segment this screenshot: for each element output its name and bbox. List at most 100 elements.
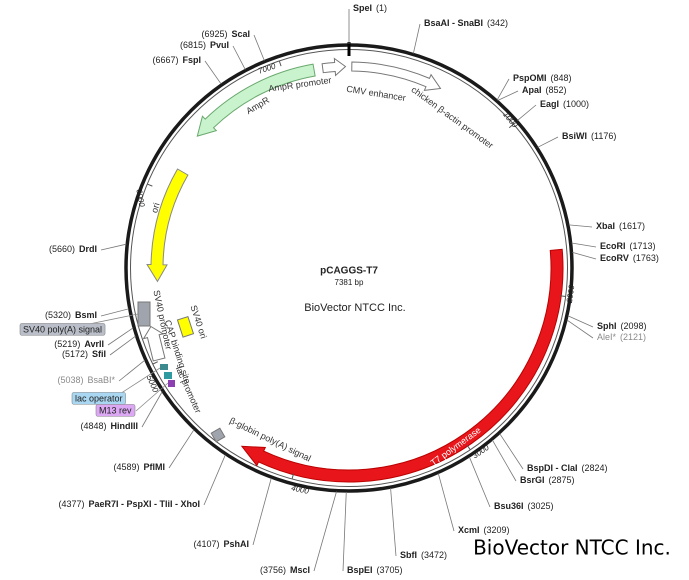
site-position: (848) [551, 73, 572, 83]
site-label: (5660) DrdI [49, 244, 97, 254]
site-position: (5172) [62, 349, 88, 359]
site-label: XcmI (3209) [458, 525, 510, 535]
site-position: (3705) [377, 565, 403, 575]
lac-promoter-mark [164, 372, 172, 379]
site-position: (3756) [260, 565, 286, 575]
watermark: BioVector NTCC Inc. [473, 536, 671, 560]
site-position: (6667) [152, 55, 178, 65]
site-leader [313, 491, 337, 572]
site-leader [499, 433, 524, 470]
company: BioVector NTCC Inc. [304, 302, 405, 314]
site-position: (1713) [630, 241, 656, 251]
site-position: (4589) [113, 462, 139, 472]
scale-tick [152, 361, 158, 365]
site-position: (1763) [633, 253, 659, 263]
site-name: EcoRV [600, 253, 629, 263]
site-name: ApaI [522, 85, 542, 95]
site-leader [203, 454, 226, 506]
site-label: (4107) PshAI [193, 539, 249, 549]
site-leader [204, 60, 222, 85]
site-label: (5320) BsmI [45, 310, 97, 320]
site-name: SfiI [92, 349, 106, 359]
site-label: (4848) HindIII [80, 421, 138, 431]
tag-box [95, 404, 136, 417]
site-name: EcoRI [600, 241, 626, 251]
tag-label: SV40 poly(A) signal [23, 324, 102, 334]
site-name: BsmI [75, 310, 97, 320]
site-position: (342) [487, 18, 508, 28]
site-position: (2121) [620, 332, 646, 342]
site-label: BsrGI (2875) [520, 475, 575, 485]
scale-tick [278, 60, 282, 67]
site-position: (1176) [591, 131, 616, 141]
scale-tick [466, 444, 471, 451]
site-leader [100, 308, 129, 317]
site-leader [568, 224, 593, 228]
sv40-ori-mark [176, 315, 195, 338]
scale-tick [508, 123, 514, 129]
site-label: BsaAI - SnaBI (342) [424, 18, 508, 28]
site-leader [253, 34, 265, 61]
sv40-promoter-arrow [142, 325, 166, 362]
site-position: (852) [546, 85, 567, 95]
site-position: (2824) [582, 463, 608, 473]
site-leader [572, 251, 597, 260]
site-label: BspEI (3705) [347, 565, 403, 575]
scale-tick [560, 295, 566, 298]
scale-tick [291, 473, 294, 480]
site-label: BsiWI (1176) [562, 131, 616, 141]
site-position: (3025) [528, 501, 554, 511]
site-leader [342, 491, 347, 572]
site-leader [141, 391, 163, 428]
site-label: (4589) PflMI [113, 462, 165, 472]
site-name: SphI [597, 321, 617, 331]
site-position: (4107) [193, 539, 219, 549]
scale-label: 5000 [145, 374, 161, 394]
ampr-arrow [196, 63, 316, 137]
site-leader [496, 78, 510, 101]
site-position: (1000) [563, 99, 589, 109]
scale-tick [147, 183, 153, 187]
site-leader [437, 473, 455, 532]
site-name: HindIII [111, 421, 139, 431]
site-name: AleI* [597, 332, 617, 342]
site-label: SpeI (1) [353, 3, 387, 13]
site-label: EcoRV (1763) [600, 253, 659, 263]
site-label: SbfI (3472) [400, 550, 447, 560]
site-name: EagI [540, 99, 559, 109]
site-leader [468, 456, 491, 508]
site-position: (5660) [49, 244, 75, 254]
site-label: ApaI (852) [522, 85, 567, 95]
scale-label: 6000 [134, 188, 146, 208]
scale-label: 2000 [565, 284, 577, 304]
cap-site-mark [160, 364, 168, 370]
site-name: ScaI [231, 29, 250, 39]
site-leader [107, 327, 134, 346]
site-name: PspOMI [513, 73, 547, 83]
site-label: SphI (2098) [597, 321, 647, 331]
beta-globin-mark [210, 427, 226, 443]
tag-leader [135, 382, 169, 412]
site-name: SpeI [353, 3, 372, 13]
site-leader [497, 90, 519, 101]
site-leader [571, 242, 597, 248]
site-name: DrdI [79, 244, 97, 254]
site-position: (5038) [57, 375, 83, 385]
scale-label: 3000 [471, 443, 491, 461]
site-position: (6925) [201, 29, 227, 39]
site-leader [492, 439, 517, 482]
site-leader [118, 359, 146, 382]
scale-label: 1000 [501, 110, 520, 130]
site-name: BsaBI* [87, 375, 115, 385]
site-position: (1) [376, 3, 387, 13]
site-position: (2098) [621, 321, 647, 331]
site-name: Bsu36I [494, 501, 524, 511]
site-leader [100, 243, 127, 251]
site-leader [566, 319, 594, 339]
site-name: BspEI [347, 565, 373, 575]
feature-label: CMV enhancer [346, 84, 407, 103]
site-name: FspI [182, 55, 201, 65]
site-leader [232, 45, 246, 70]
site-label: (6815) PvuI [180, 40, 229, 50]
